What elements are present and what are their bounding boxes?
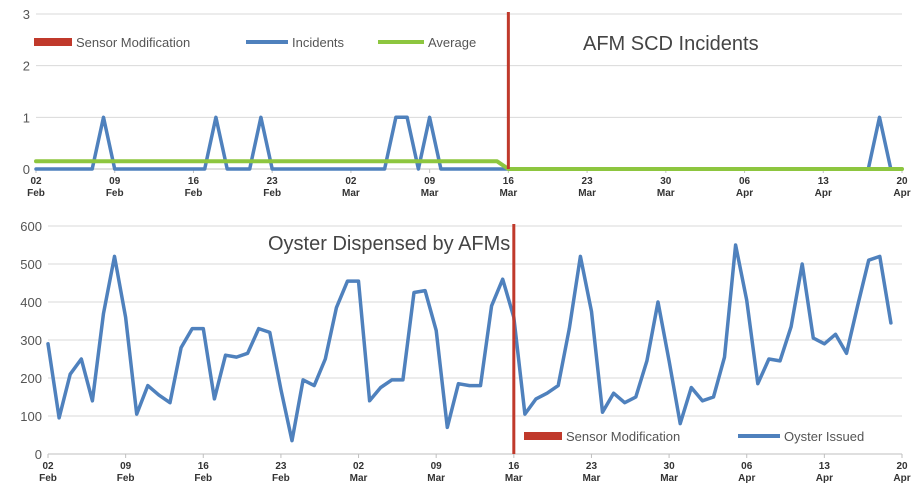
oyster-y-tick-label: 500 (20, 257, 42, 272)
oyster-x-tick-label-month: Feb (194, 473, 212, 484)
oyster-x-tick-label-month: Mar (350, 473, 368, 484)
incidents-x-tick-label-day: 13 (818, 176, 830, 187)
oyster-x-tick-label-day: 06 (741, 461, 753, 472)
legend-swatch-average (378, 40, 424, 44)
oyster-x-tick-label-day: 16 (198, 461, 210, 472)
legend-label-oyster-issued: Oyster Issued (784, 429, 864, 444)
incidents-x-tick-label-month: Apr (893, 188, 910, 199)
incidents-x-tick-label-day: 02 (30, 176, 42, 187)
oyster-x-tick-label-month: Mar (583, 473, 601, 484)
incidents-x-tick-label-month: Mar (657, 188, 675, 199)
incidents-x-tick-label-month: Feb (106, 188, 124, 199)
oyster-x-tick-label-month: Feb (272, 473, 290, 484)
incidents-chart-title: AFM SCD Incidents (583, 33, 759, 55)
incidents-plot-area: 012302Feb09Feb16Feb23Feb02Mar09Mar16Mar2… (23, 7, 911, 199)
legend-label-sensor-modification: Sensor Modification (76, 35, 190, 50)
oyster-series-group (46, 224, 893, 454)
legend-label-sensor-modification-2: Sensor Modification (566, 429, 680, 444)
legend-swatch-sensor-modification (34, 38, 72, 46)
oyster-y-tick-label: 400 (20, 295, 42, 310)
incidents-x-tick-label-month: Feb (263, 188, 281, 199)
legend-swatch-incidents (246, 40, 288, 44)
oyster-issued-line (46, 243, 893, 443)
incidents-x-tick-label-month: Apr (815, 188, 832, 199)
incidents-y-tick-label: 2 (23, 59, 30, 74)
legend-swatch-sensor-modification-2 (524, 432, 562, 440)
oyster-x-tick-label-day: 09 (120, 461, 132, 472)
incidents-x-tick-label-day: 16 (503, 176, 515, 187)
incidents-x-tick-label-day: 20 (896, 176, 908, 187)
oyster-x-tick-label-day: 23 (275, 461, 287, 472)
oyster-x-tick-label-day: 13 (819, 461, 831, 472)
oyster-legend: Sensor Modification Oyster Issued (524, 429, 864, 444)
oyster-y-tick-label: 200 (20, 371, 42, 386)
oyster-x-tick-label-month: Mar (660, 473, 678, 484)
incidents-chart: 012302Feb09Feb16Feb23Feb02Mar09Mar16Mar2… (23, 7, 911, 199)
oyster-x-tick-label-day: 16 (508, 461, 520, 472)
oyster-x-tick-label-month: Mar (505, 473, 523, 484)
legend-label-incidents: Incidents (292, 35, 345, 50)
incidents-legend: Sensor Modification Incidents Average (34, 35, 476, 50)
incidents-y-tick-label: 0 (23, 162, 30, 177)
oyster-y-tick-label: 0 (35, 447, 42, 462)
oyster-x-tick-label-day: 23 (586, 461, 598, 472)
oyster-chart: 010020030040050060002Feb09Feb16Feb23Feb0… (20, 219, 910, 484)
oyster-x-tick-label-month: Apr (893, 473, 910, 484)
incidents-x-tick-label-day: 23 (582, 176, 594, 187)
legend-label-average: Average (428, 35, 476, 50)
oyster-x-tick-label-day: 02 (353, 461, 365, 472)
oyster-x-tick-label-month: Apr (816, 473, 833, 484)
oyster-x-tick-label-month: Mar (427, 473, 445, 484)
incidents-x-tick-label-day: 23 (267, 176, 279, 187)
incidents-x-tick-label-month: Feb (185, 188, 203, 199)
oyster-x-tick-label-day: 20 (896, 461, 908, 472)
oyster-x-tick-label-day: 02 (42, 461, 54, 472)
oyster-x-tick-label-day: 30 (664, 461, 676, 472)
incidents-x-tick-label-day: 09 (109, 176, 121, 187)
incidents-x-tick-label-day: 16 (188, 176, 200, 187)
oyster-x-tick-label-month: Feb (117, 473, 135, 484)
oyster-plot-area: 010020030040050060002Feb09Feb16Feb23Feb0… (20, 219, 910, 484)
incidents-x-tick-label-day: 06 (739, 176, 751, 187)
incidents-series-group (34, 12, 904, 171)
oyster-y-tick-label: 300 (20, 333, 42, 348)
oyster-chart-title: Oyster Dispensed by AFMs (268, 233, 510, 255)
legend-swatch-oyster-issued (738, 434, 780, 438)
incidents-x-tick-label-month: Mar (578, 188, 596, 199)
incidents-x-tick-label-month: Feb (27, 188, 45, 199)
oyster-y-tick-label: 100 (20, 409, 42, 424)
incidents-x-tick-label-day: 02 (345, 176, 357, 187)
oyster-x-tick-label-month: Feb (39, 473, 57, 484)
oyster-y-tick-label: 600 (20, 219, 42, 234)
oyster-x-tick-label-day: 09 (431, 461, 443, 472)
incidents-x-tick-label-day: 09 (424, 176, 436, 187)
incidents-x-tick-label-month: Apr (736, 188, 753, 199)
average-line (34, 159, 904, 171)
incidents-x-tick-label-month: Mar (421, 188, 439, 199)
incidents-y-tick-label: 3 (23, 7, 30, 22)
incidents-y-tick-label: 1 (23, 110, 30, 125)
oyster-x-tick-label-month: Apr (738, 473, 755, 484)
incidents-x-tick-label-month: Mar (499, 188, 517, 199)
incidents-x-tick-label-day: 30 (660, 176, 672, 187)
incidents-x-tick-label-month: Mar (342, 188, 360, 199)
